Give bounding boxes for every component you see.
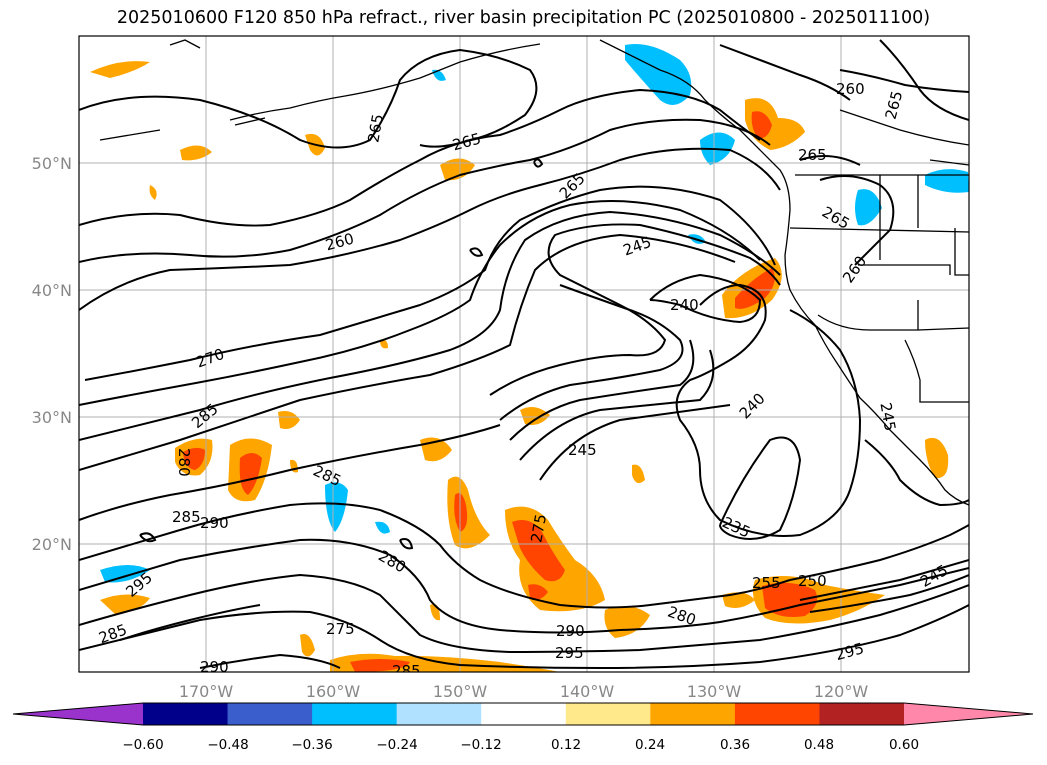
positive-anomaly-patch [278, 411, 300, 429]
negative-anomaly-patch [375, 521, 390, 534]
positive-anomaly-patch [440, 158, 475, 181]
negative-anomaly-patch [325, 482, 348, 532]
negative-anomaly-patch [625, 44, 692, 105]
positive-anomaly-patch [528, 584, 548, 600]
contour-label: 245 [876, 401, 899, 432]
colorbar-segment [312, 703, 398, 725]
lat-label: 20°N [32, 535, 72, 554]
colorbar-tick-label: −0.36 [291, 737, 332, 753]
colorbar-segment [143, 703, 229, 725]
colorbar-tick-label: −0.48 [207, 737, 248, 753]
positive-anomaly-patch [100, 594, 150, 614]
positive-anomaly-patch [380, 339, 388, 349]
map-plot-area: 265 265 265 265 260 260 265 245 240 270 … [79, 36, 969, 680]
colorbar-tick-label: 0.48 [804, 737, 834, 753]
contour-label: 275 [326, 620, 355, 638]
contour-label: 285 [392, 662, 421, 680]
lat-label: 50°N [32, 154, 72, 173]
positive-anomaly-patch [632, 464, 645, 484]
colorbar-tick-label: 0.24 [635, 737, 665, 753]
contour-label: 265 [364, 113, 387, 144]
colorbar-segment [734, 703, 820, 725]
colorbar-extend-high [904, 703, 1033, 725]
positive-anomaly-patch [751, 111, 772, 139]
lat-label: 30°N [32, 408, 72, 427]
positive-anomaly-patch [350, 659, 410, 672]
contour-label: 275 [527, 513, 550, 544]
negative-anomaly-patch [855, 189, 882, 226]
positive-anomaly-patch [149, 185, 157, 200]
lon-label: 130°W [687, 682, 742, 701]
colorbar-labels: −0.60 −0.48 −0.36 −0.24 −0.12 0.12 0.24 … [122, 737, 919, 753]
positive-anomaly-patch [762, 582, 818, 617]
contour-label: 290 [200, 658, 229, 676]
negative-anomaly-patch [432, 69, 446, 81]
negative-anomaly-patch [100, 565, 150, 583]
contour-label: 255 [752, 574, 781, 592]
positive-anomaly-patch [239, 453, 262, 495]
lon-label: 120°W [814, 682, 869, 701]
positive-anomaly-patch [90, 61, 150, 78]
positive-anomaly-patch [183, 447, 205, 470]
colorbar-segment [481, 703, 567, 725]
contour-label: 250 [798, 572, 827, 590]
longitude-labels: 170°W 160°W 150°W 140°W 130°W 120°W [179, 682, 869, 701]
contour-label: 245 [568, 441, 597, 459]
lon-label: 140°W [560, 682, 615, 701]
positive-anomaly-patch [454, 492, 468, 532]
contour-label: 240 [670, 296, 699, 314]
contour-label: 280 [175, 448, 193, 477]
contour-label: 290 [556, 622, 585, 640]
contour-label: 290 [200, 514, 229, 532]
positive-anomaly-patch [735, 268, 775, 309]
lon-label: 160°W [306, 682, 361, 701]
positive-anomaly-patch [300, 634, 315, 657]
colorbar-tick-label: −0.60 [122, 737, 163, 753]
colorbar-tick-label: −0.12 [460, 737, 501, 753]
map-frame [78, 35, 970, 673]
lat-label: 40°N [32, 281, 72, 300]
positive-anomaly-patch [520, 406, 550, 425]
colorbar-tick-label: 0.12 [551, 737, 581, 753]
positive-anomaly-patch [512, 519, 565, 582]
positive-anomaly-patch [925, 437, 949, 479]
positive-anomaly-patch [180, 145, 212, 161]
lon-label: 150°W [433, 682, 488, 701]
positive-anomaly-patch [722, 592, 755, 608]
contour-label: 265 [798, 146, 827, 164]
colorbar-segment [227, 703, 313, 725]
refractivity-contours [79, 39, 969, 670]
colorbar-extend-low [13, 703, 143, 725]
colorbar: −0.60 −0.48 −0.36 −0.24 −0.12 0.12 0.24 … [12, 702, 1034, 753]
contour-label: 260 [836, 80, 865, 98]
colorbar-segment [819, 703, 905, 725]
figure-title: 2025010600 F120 850 hPa refract., river … [116, 8, 931, 28]
contour-label: 295 [555, 644, 584, 662]
colorbar-segment [650, 703, 736, 725]
colorbar-tick-label: −0.24 [376, 737, 417, 753]
colorbar-outline [12, 702, 1034, 726]
colorbar-tick-label: 0.60 [889, 737, 919, 753]
colorbar-segment [396, 703, 482, 725]
colorbar-tick-label: 0.36 [720, 737, 750, 753]
lon-label: 170°W [179, 682, 234, 701]
colorbar-segment [565, 703, 651, 725]
latitude-labels: 50°N 40°N 30°N 20°N [32, 154, 72, 554]
contour-label: 285 [172, 508, 201, 526]
